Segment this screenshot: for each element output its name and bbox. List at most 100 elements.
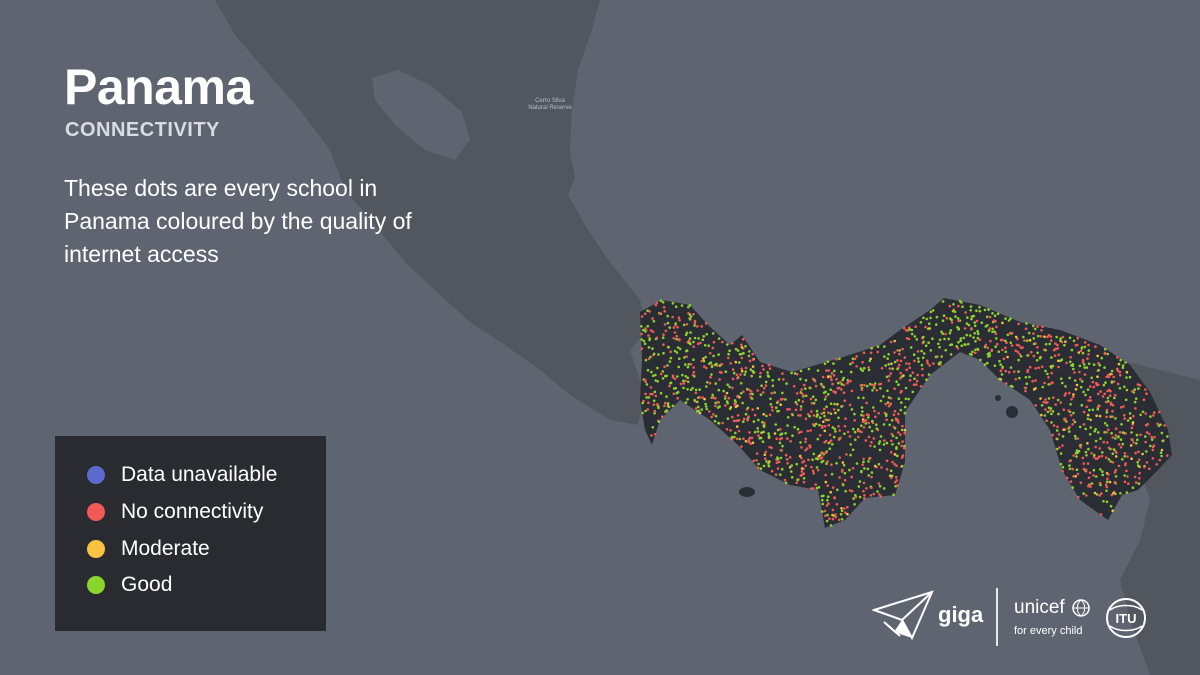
school-dot bbox=[878, 448, 882, 452]
school-dot bbox=[871, 419, 874, 423]
school-dot bbox=[862, 460, 865, 464]
school-dot bbox=[734, 360, 738, 364]
school-dot bbox=[1018, 353, 1022, 356]
school-dot bbox=[1158, 410, 1161, 414]
school-dot bbox=[735, 419, 738, 423]
school-dot bbox=[666, 345, 670, 349]
school-dot bbox=[1040, 413, 1043, 417]
school-dot bbox=[831, 486, 835, 489]
school-dot bbox=[1069, 414, 1073, 417]
school-dot bbox=[1086, 462, 1090, 465]
school-dot bbox=[743, 373, 747, 376]
school-dot bbox=[673, 377, 677, 381]
school-dot bbox=[659, 391, 663, 395]
school-dot bbox=[764, 457, 767, 461]
school-dot bbox=[761, 391, 765, 394]
school-dot bbox=[756, 466, 760, 470]
page-subtitle: CONNECTIVITY bbox=[65, 119, 220, 141]
giga-logo-icon bbox=[872, 590, 934, 640]
school-dot bbox=[839, 436, 842, 440]
school-dot bbox=[963, 327, 967, 330]
school-dot bbox=[1085, 494, 1088, 497]
school-dot bbox=[686, 388, 689, 391]
school-dot bbox=[1093, 429, 1096, 433]
school-dot bbox=[748, 359, 752, 363]
school-dot bbox=[1094, 439, 1098, 443]
school-dot bbox=[925, 317, 929, 321]
school-dot bbox=[965, 333, 968, 337]
school-dot bbox=[660, 415, 664, 419]
school-dot bbox=[973, 332, 976, 335]
school-dot bbox=[890, 419, 894, 422]
school-dot bbox=[876, 345, 880, 349]
school-dot bbox=[1087, 476, 1091, 480]
school-dot bbox=[851, 357, 855, 361]
school-dot bbox=[644, 358, 648, 362]
school-dot bbox=[752, 420, 756, 423]
unicef-logo-text: unicef bbox=[1014, 597, 1065, 618]
school-dot bbox=[1052, 348, 1056, 352]
school-dot bbox=[1068, 459, 1072, 463]
school-dot bbox=[896, 359, 899, 362]
school-dot bbox=[842, 391, 846, 395]
school-dot bbox=[1039, 397, 1042, 400]
school-dot bbox=[899, 371, 902, 375]
school-dot bbox=[786, 462, 789, 465]
school-dot bbox=[648, 338, 651, 342]
school-dot bbox=[812, 452, 816, 456]
school-dot bbox=[705, 407, 708, 411]
school-dot bbox=[726, 417, 730, 421]
school-dot bbox=[1116, 369, 1120, 372]
school-dot bbox=[826, 513, 829, 517]
school-dot bbox=[1054, 342, 1057, 345]
school-dot bbox=[1075, 449, 1079, 452]
school-dot bbox=[843, 432, 846, 436]
school-dot bbox=[1078, 364, 1082, 368]
school-dot bbox=[832, 362, 835, 365]
school-dot bbox=[891, 460, 894, 464]
school-dot bbox=[826, 375, 830, 378]
school-dot bbox=[796, 478, 799, 482]
school-dot bbox=[890, 432, 894, 436]
school-dot bbox=[1062, 408, 1066, 412]
school-dot bbox=[767, 462, 770, 465]
school-dot bbox=[759, 393, 763, 397]
school-dot bbox=[994, 337, 998, 340]
school-dot bbox=[1074, 475, 1077, 478]
school-dot bbox=[818, 416, 822, 419]
school-dot bbox=[1102, 383, 1106, 387]
school-dot bbox=[885, 441, 889, 445]
school-dot bbox=[867, 460, 870, 463]
school-dot bbox=[868, 425, 871, 429]
school-dot bbox=[747, 415, 750, 419]
school-dot bbox=[802, 480, 806, 484]
school-dot bbox=[899, 359, 903, 363]
school-dot bbox=[987, 355, 990, 358]
school-dot bbox=[765, 414, 768, 418]
school-dot bbox=[762, 425, 766, 429]
school-dot bbox=[883, 355, 886, 358]
school-dot bbox=[697, 405, 700, 409]
school-dot bbox=[846, 512, 849, 516]
school-dot bbox=[1123, 452, 1127, 455]
school-dot bbox=[740, 343, 743, 347]
school-dot bbox=[684, 375, 688, 378]
school-dot bbox=[1087, 362, 1091, 366]
school-dot bbox=[657, 420, 661, 424]
school-dot bbox=[764, 450, 768, 454]
school-dot bbox=[656, 366, 659, 370]
school-dot bbox=[894, 417, 898, 420]
school-dot bbox=[1144, 435, 1147, 438]
school-dot bbox=[1123, 417, 1126, 420]
school-dot bbox=[950, 321, 954, 324]
legend-item-good: Good bbox=[87, 572, 172, 598]
school-dot bbox=[1082, 462, 1085, 465]
school-dot bbox=[1008, 331, 1012, 335]
school-dot bbox=[952, 303, 955, 306]
school-dot bbox=[641, 401, 644, 405]
school-dot bbox=[818, 454, 822, 457]
school-dot bbox=[869, 357, 872, 361]
school-dot bbox=[779, 473, 782, 477]
school-dot bbox=[672, 392, 676, 396]
